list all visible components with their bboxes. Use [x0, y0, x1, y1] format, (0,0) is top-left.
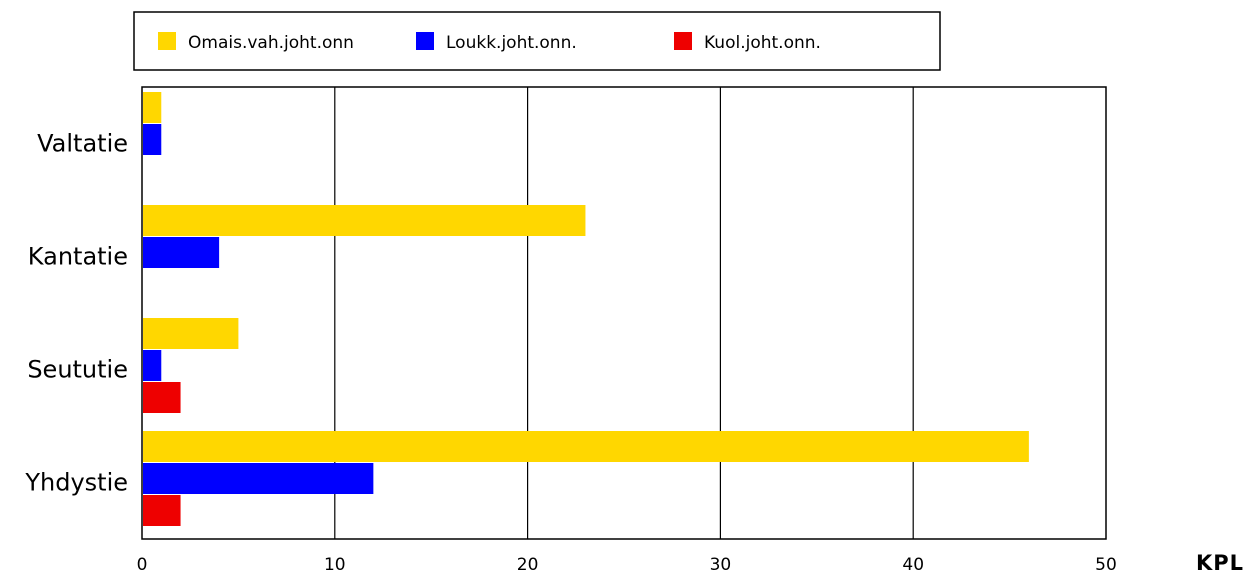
bar: [143, 205, 586, 236]
category-label: Seututie: [27, 356, 128, 384]
bar: [143, 431, 1029, 462]
bar: [143, 237, 220, 268]
bar: [143, 350, 162, 381]
x-tick-label: 50: [1095, 555, 1117, 575]
bar: [143, 463, 374, 494]
legend-box: [133, 11, 941, 71]
category-label: Valtatie: [37, 130, 128, 158]
category-label: Yhdystie: [24, 469, 128, 497]
x-tick-label: 30: [710, 555, 732, 575]
legend-swatch: [416, 32, 434, 50]
x-tick-label: 40: [902, 555, 924, 575]
bar: [143, 318, 239, 349]
legend-label: Omais.vah.joht.onn: [188, 33, 354, 53]
x-tick-label: 20: [517, 555, 539, 575]
bar: [143, 124, 162, 155]
legend-swatch: [674, 32, 692, 50]
bar: [143, 382, 181, 413]
legend-swatch: [158, 32, 176, 50]
bar: [143, 92, 162, 123]
plot-area: [141, 86, 1107, 540]
legend: Omais.vah.joht.onn Loukk.joht.onn. Kuol.jo…: [133, 11, 941, 71]
x-axis-unit-label: KPL: [1196, 551, 1244, 575]
x-tick-label: 0: [137, 555, 148, 575]
legend-label: Kuol.joht.onn.: [704, 33, 821, 53]
legend-label: Loukk.joht.onn.: [446, 33, 577, 53]
bar: [143, 495, 181, 526]
category-label: Kantatie: [28, 243, 128, 271]
x-tick-label: 10: [324, 555, 346, 575]
